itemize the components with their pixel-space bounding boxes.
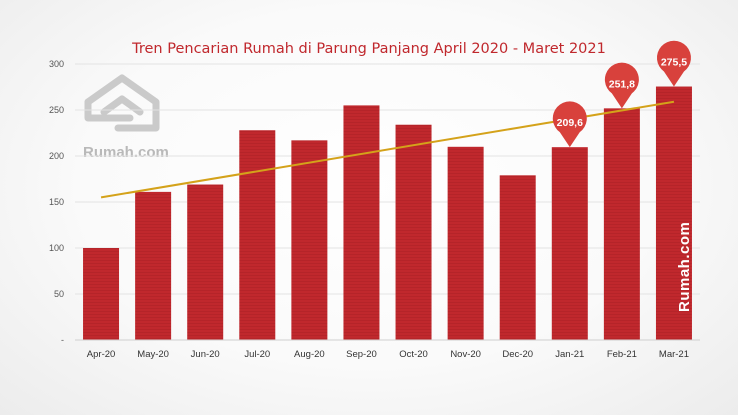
bar-aug-20 <box>291 140 328 340</box>
x-tick-label: Nov-20 <box>450 349 481 360</box>
callout-pin-mar-21 <box>656 40 691 87</box>
y-axis: - 50 100 150 200 250 300 <box>49 59 64 345</box>
trendline <box>100 100 675 199</box>
bar-dec-20 <box>499 175 536 340</box>
bar-feb-21 <box>603 108 640 341</box>
x-tick-label: Apr-20 <box>87 349 116 360</box>
x-tick-label: Feb-21 <box>607 349 637 360</box>
x-tick-label: Jun-20 <box>191 349 220 360</box>
y-tick-label: 250 <box>49 105 64 115</box>
x-axis: Apr-20 May-20 Jun-20 Jul-20 Aug-20 Sep-20 Oct-… <box>75 339 700 360</box>
y-tick-label: 200 <box>49 151 64 161</box>
bar-oct-20 <box>395 124 432 340</box>
trendline-layer <box>100 100 675 199</box>
watermark: Rumah.com <box>83 74 169 161</box>
brand-vertical-label: Rumah.com <box>676 222 693 312</box>
watermark-text: Rumah.com <box>83 144 169 161</box>
y-tick-label: 50 <box>54 289 64 299</box>
callouts: 209,6 251,8 275,5 <box>552 40 691 148</box>
x-tick-label: Oct-20 <box>399 349 428 360</box>
x-tick-label: Jul-20 <box>244 349 270 360</box>
bar-apr-20 <box>83 248 120 340</box>
y-tick-label: - <box>61 335 64 345</box>
bar-sep-20 <box>343 105 380 341</box>
callout-label: 209,6 <box>557 117 583 129</box>
bar-jul-20 <box>239 130 276 340</box>
y-tick-label: 150 <box>49 197 64 207</box>
bar-mar-21 <box>655 86 692 340</box>
bar-jan-21 <box>551 147 588 340</box>
x-tick-label: May-20 <box>137 349 169 360</box>
x-tick-label: Aug-20 <box>294 349 325 360</box>
x-tick-label: Jan-21 <box>555 349 584 360</box>
x-tick-label: Sep-20 <box>346 349 377 360</box>
x-tick-label: Mar-21 <box>659 349 689 360</box>
bar-may-20 <box>135 191 172 340</box>
chart-title: Tren Pencarian Rumah di Parung Panjang A… <box>131 41 606 57</box>
callout-pin-feb-21 <box>604 62 639 109</box>
grid-lines <box>75 63 700 341</box>
callout-label: 251,8 <box>609 78 635 90</box>
callout-pin-jan-21 <box>552 101 587 148</box>
y-tick-label: 100 <box>49 243 64 253</box>
y-tick-label: 300 <box>49 59 64 69</box>
x-tick-label: Dec-20 <box>502 349 533 360</box>
bar-jun-20 <box>187 184 224 340</box>
bar-nov-20 <box>447 146 484 340</box>
callout-label: 275,5 <box>661 57 687 69</box>
bars <box>83 86 692 341</box>
rumah-house-logo-icon <box>84 74 160 132</box>
